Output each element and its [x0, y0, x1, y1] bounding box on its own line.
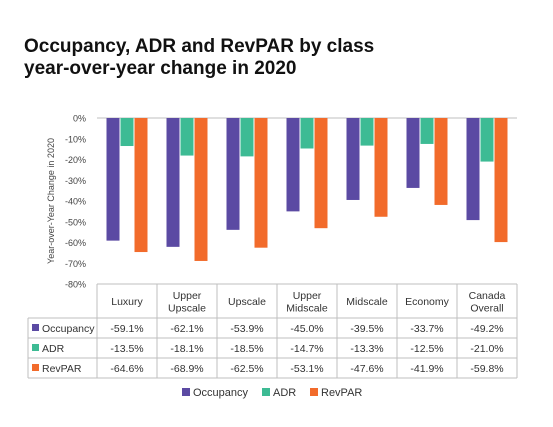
y-tick-label: -70%: [65, 259, 86, 269]
chart-title-line-2: year-over-year change in 2020: [24, 58, 297, 79]
bar-revpar: [314, 118, 328, 229]
category-label: Economy: [405, 296, 450, 308]
data-label: -41.9%: [410, 363, 443, 375]
table-legend-key: [32, 364, 39, 371]
data-label: -47.6%: [350, 363, 383, 375]
legend-label: RevPAR: [321, 387, 362, 399]
table-legend-key: [32, 344, 39, 351]
bar-occupancy: [286, 118, 300, 212]
y-tick-label: -80%: [65, 280, 86, 290]
data-label: -33.7%: [410, 323, 443, 335]
table-row-label: RevPAR: [42, 363, 82, 375]
y-tick-label: -40%: [65, 197, 86, 207]
bar-adr: [480, 118, 494, 162]
table-row-label: ADR: [42, 343, 65, 355]
category-label: Upscale: [228, 296, 266, 308]
category-label: Luxury: [111, 296, 143, 308]
data-label: -53.1%: [290, 363, 323, 375]
category-label: Canada: [469, 290, 506, 302]
legend-key-adr: [262, 388, 270, 396]
data-label: -49.2%: [470, 323, 503, 335]
bar-adr: [180, 118, 194, 156]
legend-label: Occupancy: [193, 387, 249, 399]
legend-key-revpar: [310, 388, 318, 396]
bar-adr: [240, 118, 254, 157]
bar-revpar: [194, 118, 208, 261]
data-label: -18.5%: [230, 343, 263, 355]
category-label: Midscale: [346, 296, 388, 308]
bar-occupancy: [166, 118, 180, 247]
category-label: Upper: [173, 290, 202, 302]
data-label: -62.1%: [170, 323, 203, 335]
data-label: -68.9%: [170, 363, 203, 375]
bar-occupancy: [466, 118, 480, 221]
bar-occupancy: [226, 118, 240, 230]
data-label: -64.6%: [110, 363, 143, 375]
legend-label: ADR: [273, 387, 296, 399]
y-tick-label: -20%: [65, 155, 86, 165]
chart-title: Occupancy, ADR and RevPAR by class year-…: [24, 36, 374, 80]
y-tick-label: 0%: [73, 114, 86, 124]
category-label: Upscale: [168, 302, 206, 314]
table-legend-key: [32, 324, 39, 331]
y-axis-title: Year-over-Year Change in 2020: [46, 138, 56, 264]
bar-revpar: [254, 118, 268, 248]
y-tick-label: -50%: [65, 217, 86, 227]
data-label: -13.3%: [350, 343, 383, 355]
table-row-label: Occupancy: [42, 323, 95, 335]
category-label: Upper: [293, 290, 322, 302]
y-tick-label: -60%: [65, 238, 86, 248]
bar-revpar: [374, 118, 388, 217]
bar-occupancy: [346, 118, 360, 200]
data-label: -53.9%: [230, 323, 263, 335]
bar-adr: [300, 118, 314, 149]
bar-occupancy: [406, 118, 420, 188]
legend-key-occupancy: [182, 388, 190, 396]
chart-title-line-1: Occupancy, ADR and RevPAR by class: [24, 36, 375, 57]
bar-adr: [420, 118, 434, 144]
y-tick-label: -10%: [65, 134, 86, 144]
data-label: -59.1%: [110, 323, 143, 335]
data-label: -59.8%: [470, 363, 503, 375]
bar-adr: [360, 118, 374, 146]
bar-revpar: [134, 118, 148, 253]
bar-adr: [120, 118, 134, 147]
category-label: Midscale: [286, 302, 328, 314]
data-label: -21.0%: [470, 343, 503, 355]
data-label: -13.5%: [110, 343, 143, 355]
data-label: -62.5%: [230, 363, 263, 375]
bar-revpar: [434, 118, 448, 205]
category-label: Overall: [470, 302, 503, 314]
bar-occupancy: [106, 118, 120, 241]
data-label: -12.5%: [410, 343, 443, 355]
data-label: -18.1%: [170, 343, 203, 355]
y-tick-label: -30%: [65, 176, 86, 186]
data-label: -45.0%: [290, 323, 323, 335]
bar-revpar: [494, 118, 508, 243]
data-label: -14.7%: [290, 343, 323, 355]
data-label: -39.5%: [350, 323, 383, 335]
